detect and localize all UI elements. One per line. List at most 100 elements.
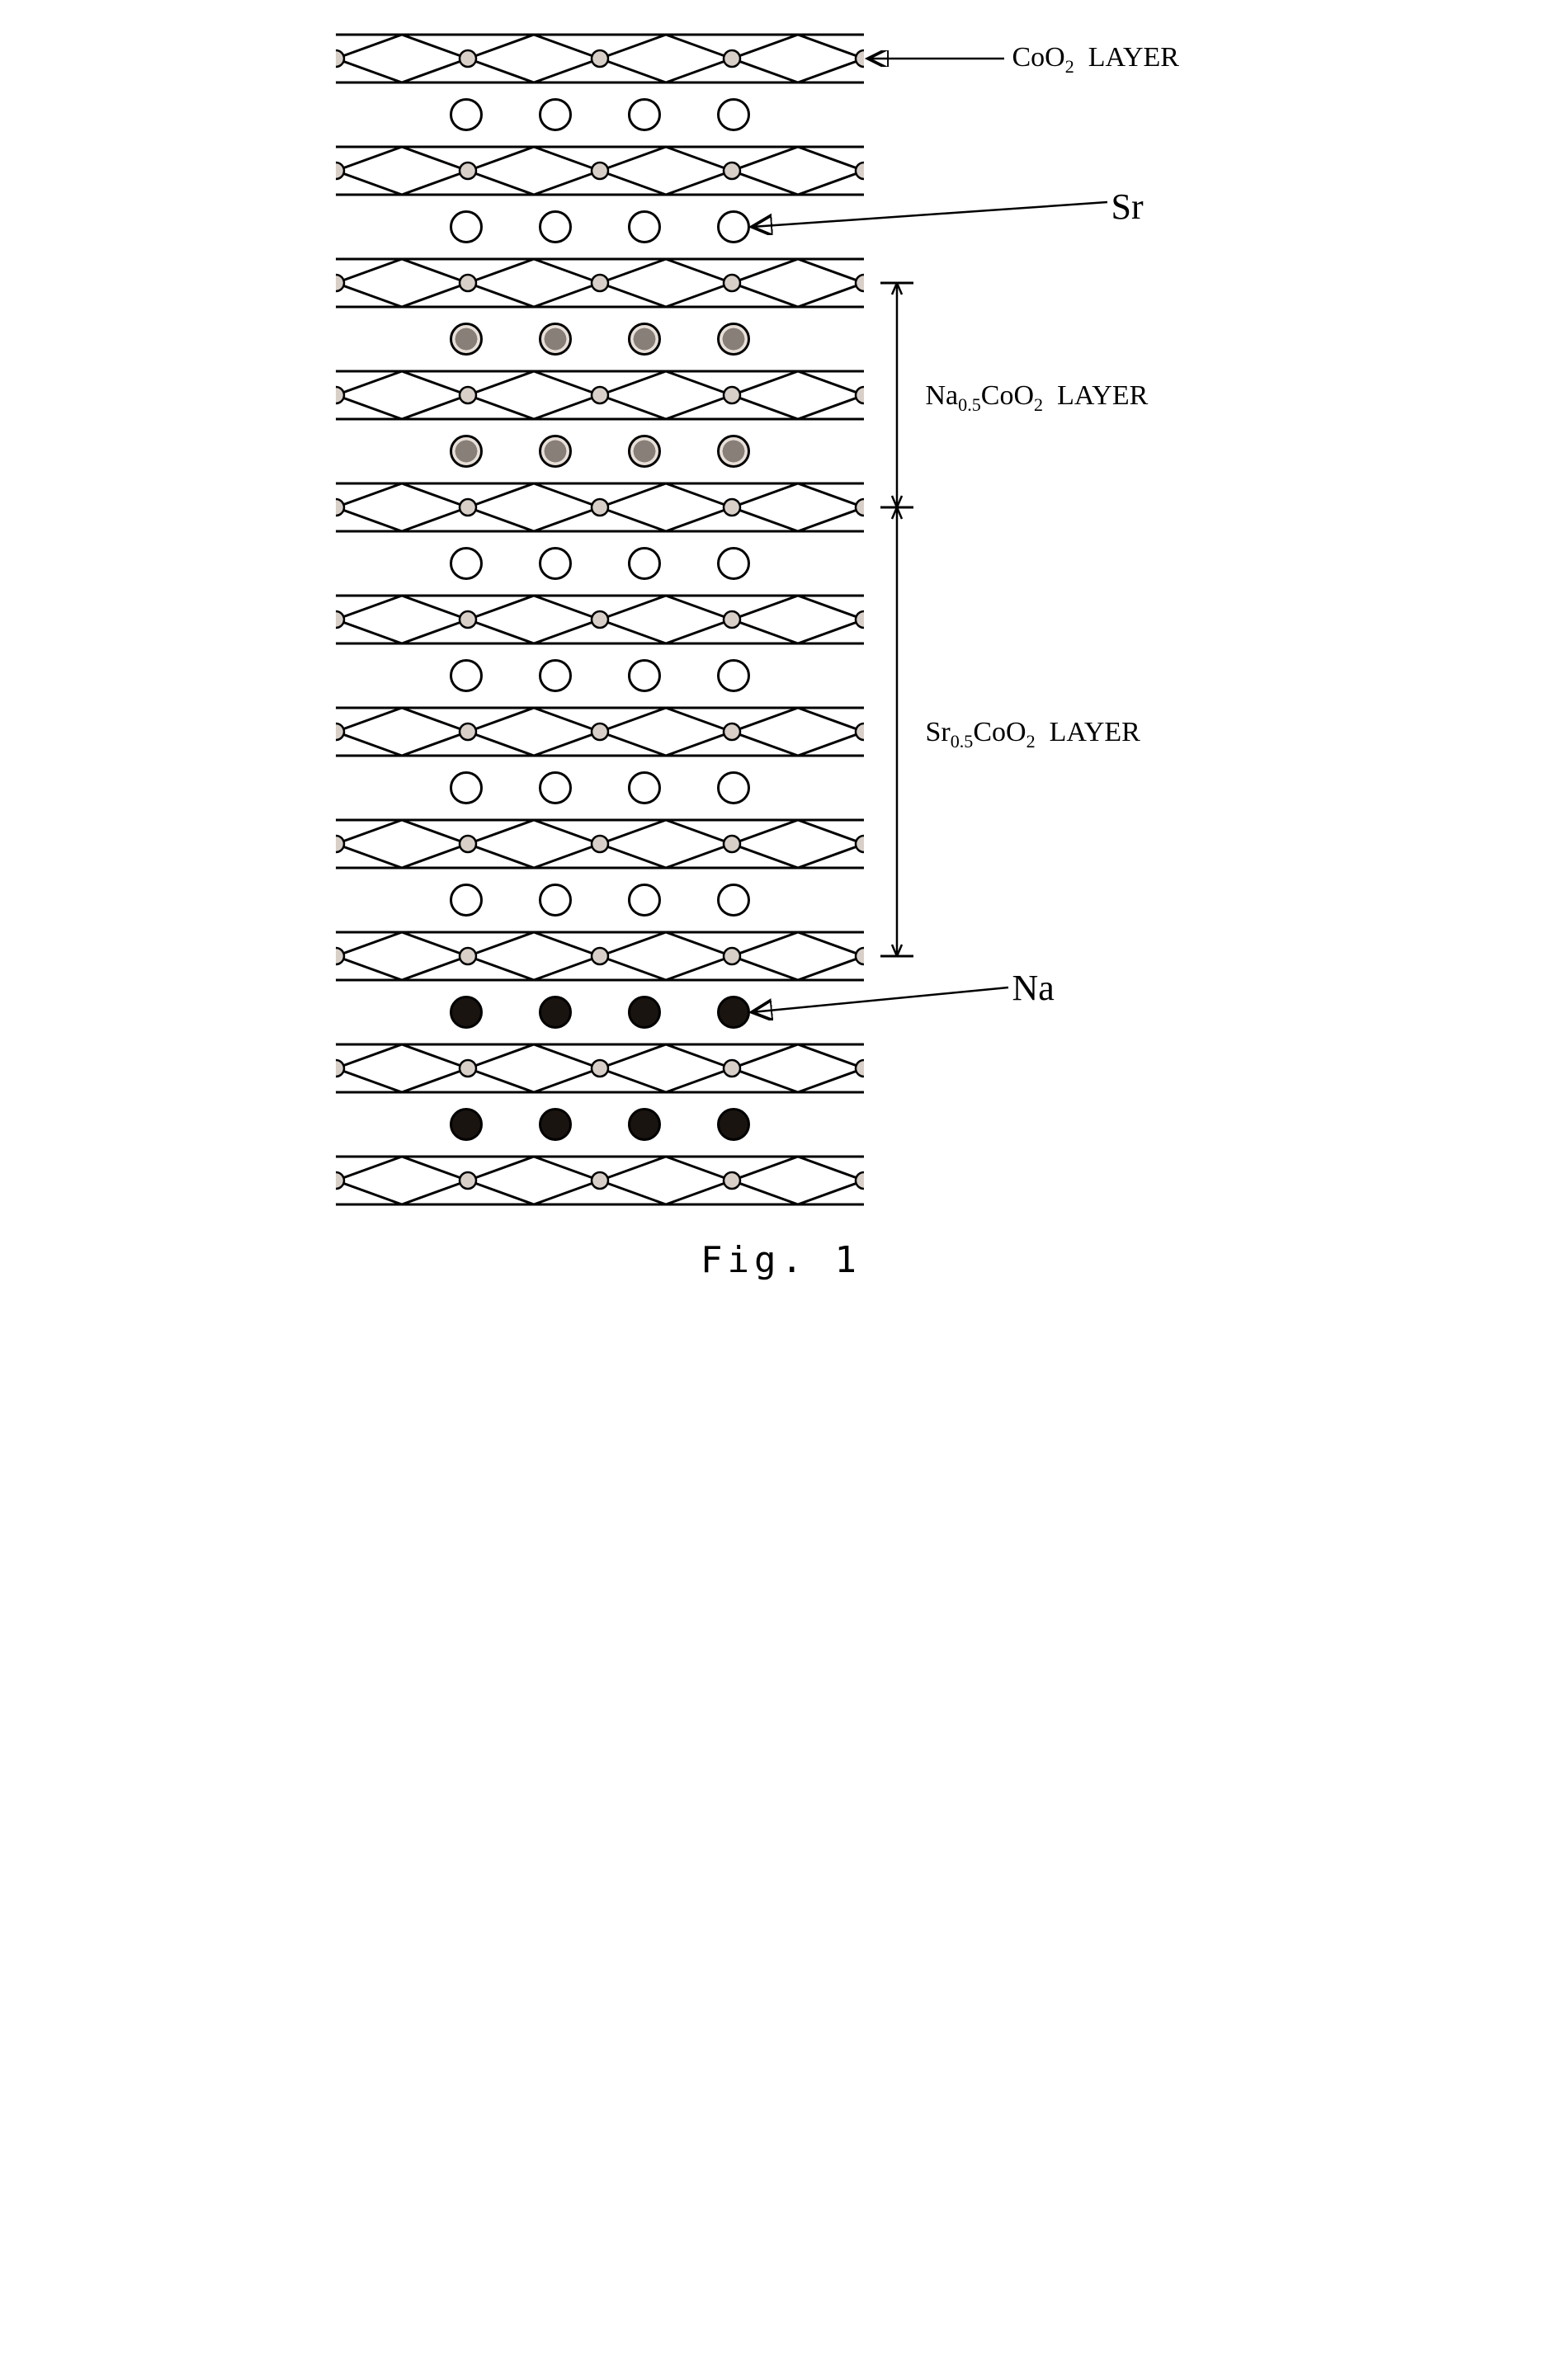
coo2-layer (336, 818, 864, 870)
na05coo2-label: Na0.5CoO2 LAYER (926, 380, 1149, 416)
atom-row-sr (336, 645, 864, 706)
coo2-label: CoO2 LAYER (1012, 42, 1179, 78)
coo2-node (724, 275, 740, 291)
coo2-node (724, 948, 740, 964)
na_dark-atom (717, 1108, 750, 1141)
coo2-node (336, 50, 344, 67)
coo2-node (724, 836, 740, 852)
coo2-node (856, 948, 864, 964)
na_light-atom (717, 435, 750, 468)
sr-atom (539, 771, 572, 804)
atom-row-na_light (336, 309, 864, 370)
coo2-node (592, 499, 608, 516)
sr-atom (628, 659, 661, 692)
coo2-layer (336, 145, 864, 196)
sr-atom (628, 547, 661, 580)
coo2-node (336, 499, 344, 516)
na_light-atom (539, 323, 572, 356)
sr-atom (450, 210, 483, 243)
sr-atom (450, 771, 483, 804)
coo2-node (724, 50, 740, 67)
sr-atom (450, 884, 483, 917)
atom-row-na_dark (336, 1094, 864, 1155)
coo2-node (856, 836, 864, 852)
sr-atom (628, 210, 661, 243)
coo2-node (592, 387, 608, 403)
coo2-node (856, 1172, 864, 1189)
sr-atom (717, 547, 750, 580)
na05coo2-bracket (880, 275, 930, 516)
coo2-node (336, 723, 344, 740)
coo2-node (856, 723, 864, 740)
sr-atom (539, 884, 572, 917)
sr-atom (450, 547, 483, 580)
coo2-layer (336, 33, 864, 84)
coo2-node (724, 1060, 740, 1077)
coo2-node (592, 275, 608, 291)
coo2-node (724, 387, 740, 403)
coo2-layer (336, 931, 864, 982)
na_dark-atom (628, 996, 661, 1029)
sr-atom (717, 771, 750, 804)
coo2-node (336, 1172, 344, 1189)
sr-atom (539, 210, 572, 243)
na_dark-atom (539, 996, 572, 1029)
coo2-node (460, 163, 476, 179)
sr-atom (539, 659, 572, 692)
coo2-node (724, 499, 740, 516)
coo2-node (856, 275, 864, 291)
coo2-node (856, 611, 864, 628)
coo2-layer (336, 594, 864, 645)
coo2-node (336, 948, 344, 964)
na-label: Na (1012, 967, 1055, 1009)
coo2-node (724, 1172, 740, 1189)
coo2-node (460, 836, 476, 852)
coo2-node (724, 611, 740, 628)
na_dark-atom (628, 1108, 661, 1141)
sr-atom (539, 98, 572, 131)
coo2-node (724, 723, 740, 740)
na_dark-atom (539, 1108, 572, 1141)
sr05coo2-bracket (880, 499, 930, 964)
na_light-atom (450, 323, 483, 356)
atom-row-sr (336, 533, 864, 594)
na_light-atom (628, 323, 661, 356)
sr-atom (717, 884, 750, 917)
coo2-node (856, 387, 864, 403)
coo2-node (856, 499, 864, 516)
coo2-node (592, 50, 608, 67)
coo2-node (460, 723, 476, 740)
coo2-node (460, 948, 476, 964)
na_light-atom (450, 435, 483, 468)
coo2-node (336, 1060, 344, 1077)
sr05coo2-label: Sr0.5CoO2 LAYER (926, 717, 1140, 752)
sr-label: Sr (1111, 186, 1144, 228)
na_light-atom (539, 435, 572, 468)
coo2-node (592, 948, 608, 964)
sr-atom (628, 884, 661, 917)
coo2-layer (336, 482, 864, 533)
coo2-layer (336, 1043, 864, 1094)
sr-atom (539, 547, 572, 580)
coo2-node (592, 1172, 608, 1189)
sr-atom (717, 659, 750, 692)
na_dark-atom (450, 996, 483, 1029)
coo2-node (460, 611, 476, 628)
coo2-node (460, 499, 476, 516)
coo2-node (460, 275, 476, 291)
coo2-node (592, 611, 608, 628)
coo2-node (856, 1060, 864, 1077)
sr-atom (450, 659, 483, 692)
coo2-node (336, 163, 344, 179)
atom-row-sr (336, 870, 864, 931)
coo2-node (336, 611, 344, 628)
coo2-node (336, 275, 344, 291)
na_light-atom (717, 323, 750, 356)
atom-row-sr (336, 84, 864, 145)
coo2-layer (336, 706, 864, 757)
coo2-node (336, 836, 344, 852)
sr-atom (628, 771, 661, 804)
coo2-node (592, 723, 608, 740)
coo2-layer (336, 370, 864, 421)
coo2-node (460, 1060, 476, 1077)
